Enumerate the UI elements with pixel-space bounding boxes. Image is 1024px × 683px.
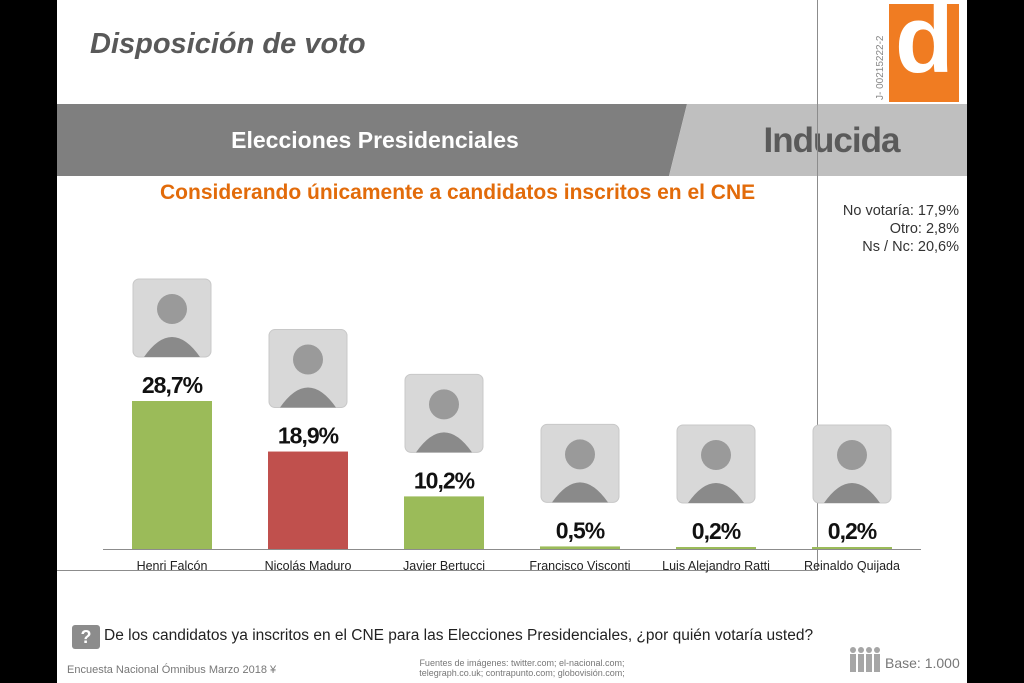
bar-henri-falcon [132,401,212,549]
image-credits-line-2: telegraph.co.uk; contrapunto.com; globov… [419,668,625,678]
band-left [57,104,687,176]
side-note-otro: Otro: 2,8% [889,221,959,237]
image-credits-line-1: Fuentes de imágenes: twitter.com; el-nac… [419,658,625,668]
question-icon-mark: ? [80,627,92,647]
side-note-no-votaria: No votaría: 17,9% [842,203,959,219]
survey-footer: Encuesta Nacional Ómnibus Marzo 2018 ¥ [67,664,277,676]
data-label-nicolas-maduro: 18,9% [278,423,339,449]
bar-luis-alejandro-ratti [676,547,756,549]
photo-francisco-visconti [540,423,620,503]
sample-base: Base: 1.000 [885,655,960,671]
category-label-javier-bertucci: Javier Bertucci [403,559,485,573]
category-label-luis-alejandro-ratti: Luis Alejandro Ratti [662,559,770,573]
logo-letter: d [895,4,954,93]
page-title: Disposición de voto [90,28,366,60]
band-right [669,104,967,176]
data-label-henri-falcon: 28,7% [142,372,203,398]
photo-henri-falcon [132,278,212,358]
data-label-luis-alejandro-ratti: 0,2% [692,518,741,544]
category-label-nicolas-maduro: Nicolás Maduro [265,559,352,573]
survey-question: De los candidatos ya inscritos en el CNE… [104,627,814,644]
question-icon [72,625,100,649]
photo-reinaldo-quijada [812,424,892,504]
bar-nicolas-maduro [268,451,348,549]
side-note-ns-nc: Ns / Nc: 20,6% [862,239,959,255]
band-mode: Inducida [763,121,901,160]
band-title: Elecciones Presidenciales [231,127,519,153]
datanalisis-logo: d [889,4,959,102]
bar-chart: 28,7% Henri Falcón 18,9% Nicolás Maduro 10,2… [103,278,921,573]
category-label-reinaldo-quijada: Reinaldo Quijada [804,559,900,573]
slide: Disposición de voto d J- 00215222-2 Elec… [57,0,967,683]
bar-javier-bertucci [404,496,484,549]
divider-vertical [817,0,818,570]
image-credits: Fuentes de imágenes: twitter.com; el-nac… [397,658,647,678]
data-label-javier-bertucci: 10,2% [414,467,475,493]
category-label-henri-falcon: Henri Falcón [137,559,208,573]
data-label-francisco-visconti: 0,5% [556,517,605,543]
photo-javier-bertucci [404,373,484,453]
bar-francisco-visconti [540,546,620,549]
data-label-reinaldo-quijada: 0,2% [828,518,877,544]
category-label-francisco-visconti: Francisco Visconti [529,559,630,573]
photo-nicolas-maduro [268,329,348,409]
photo-luis-alejandro-ratti [676,424,756,504]
divider-horizontal [57,570,818,571]
people-icon [850,647,880,672]
chart-subtitle: Considerando únicamente a candidatos ins… [160,181,756,204]
bar-reinaldo-quijada [812,547,892,549]
